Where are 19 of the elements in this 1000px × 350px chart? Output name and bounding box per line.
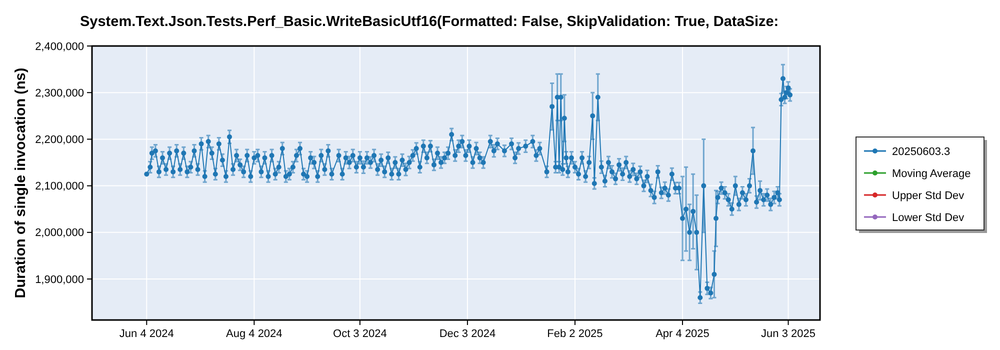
legend-label: Moving Average: [892, 168, 971, 180]
y-tick-label: 2,400,000: [35, 40, 84, 53]
chart-title: System.Text.Json.Tests.Perf_Basic.WriteBasicUtf16(Formatted: False, SkipValidation: True, DataSize:: [80, 14, 779, 30]
y-tick-label: 2,100,000: [35, 180, 84, 193]
y-axis-title: Duration of single invocation (ns): [13, 68, 29, 298]
x-tick-label: Aug 4 2024: [226, 328, 282, 340]
y-tick-label: 2,200,000: [35, 134, 84, 146]
y-tick-label: 1,900,000: [35, 274, 84, 286]
legend-label: Lower Std Dev: [892, 212, 965, 224]
y-tick-label: 2,300,000: [35, 87, 84, 100]
x-tick-label: Dec 3 2024: [439, 328, 496, 340]
y-tick-label: 2,000,000: [35, 227, 84, 240]
x-tick-label: Apr 4 2025: [656, 328, 710, 340]
x-tick-label: Jun 3 2025: [761, 328, 816, 340]
x-tick-label: Jun 4 2024: [119, 328, 174, 340]
x-tick-label: Feb 2 2025: [547, 328, 603, 340]
legend-label: 20250603.3: [892, 146, 950, 158]
legend-label: Upper Std Dev: [892, 190, 965, 202]
x-tick-label: Oct 3 2024: [333, 328, 387, 340]
